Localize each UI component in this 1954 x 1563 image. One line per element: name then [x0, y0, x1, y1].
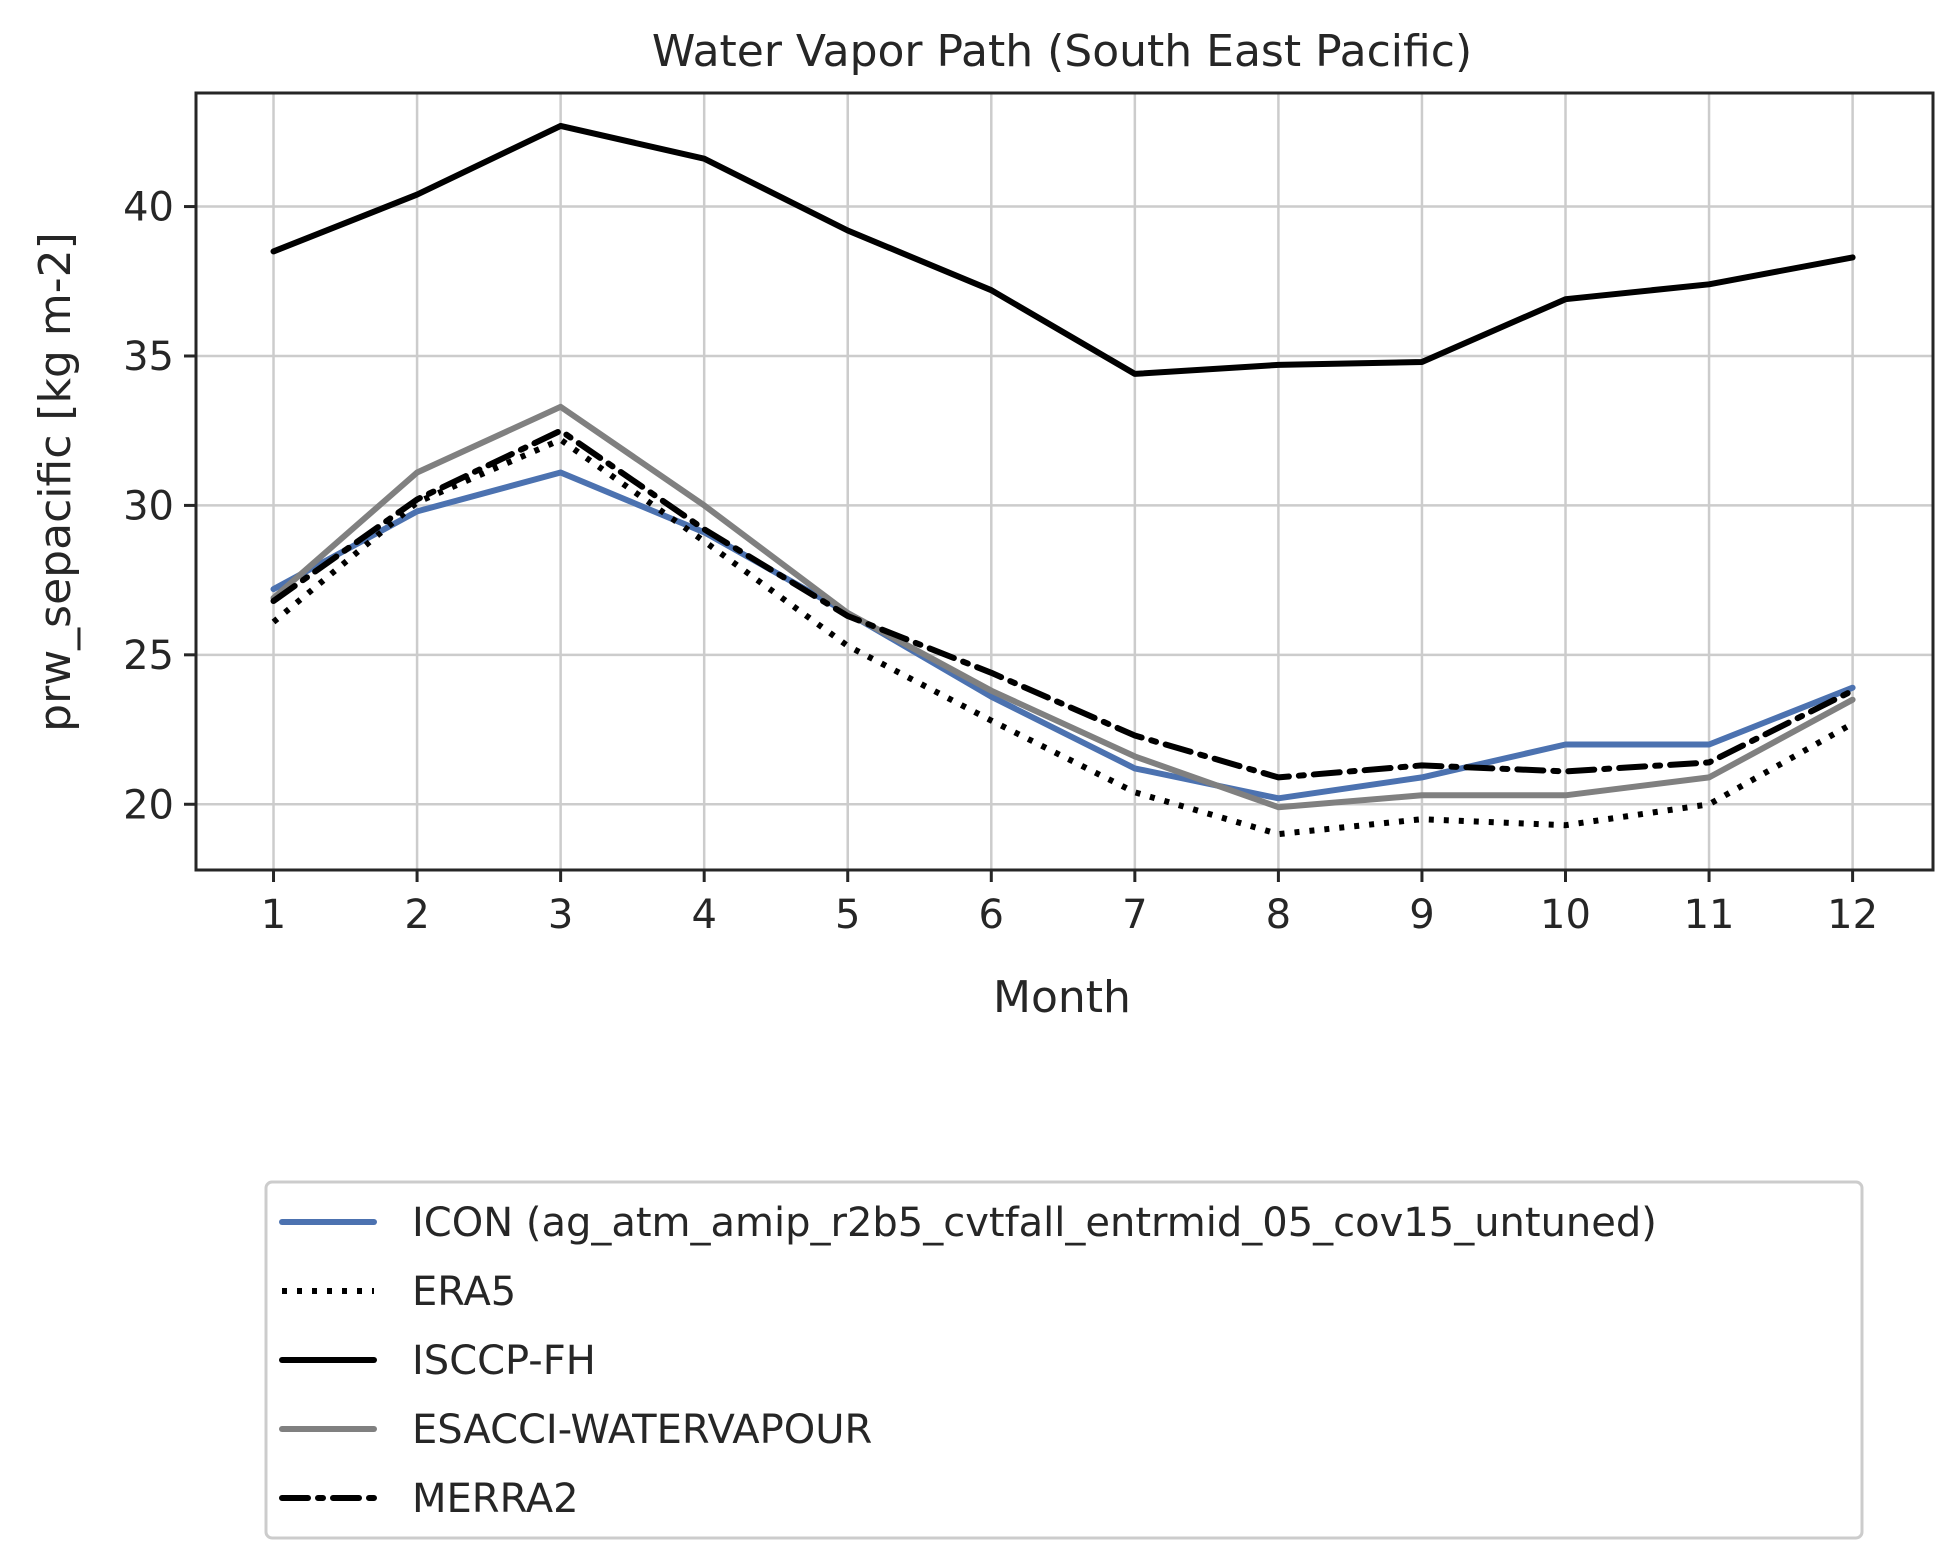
- x-tick-label: 9: [1409, 892, 1434, 938]
- legend-label: MERRA2: [412, 1476, 579, 1522]
- legend-label: ERA5: [412, 1269, 516, 1315]
- x-tick-label: 10: [1540, 892, 1591, 938]
- x-tick-label: 1: [261, 892, 286, 938]
- y-tick-label: 20: [123, 782, 174, 828]
- y-axis-label: prw_sepacific [kg m-2]: [30, 232, 81, 732]
- x-tick-label: 12: [1827, 892, 1878, 938]
- x-tick-label: 8: [1266, 892, 1291, 938]
- series-line-1: [270, 469, 1856, 802]
- legend-label: ESACCI-WATERVAPOUR: [412, 1407, 872, 1453]
- series-line-5: [270, 427, 1856, 781]
- x-tick-label: 3: [548, 892, 573, 938]
- x-tick-label: 2: [404, 892, 429, 938]
- x-axis-label: Month: [993, 972, 1131, 1023]
- series-line-2: [271, 436, 1855, 838]
- series-lines: [270, 122, 1856, 838]
- legend-entries: ICON (ag_atm_amip_r2b5_cvtfall_entrmid_0…: [279, 1200, 1657, 1522]
- x-tick-label: 4: [691, 892, 716, 938]
- plot-frame: [194, 91, 1935, 872]
- y-tick-label: 40: [123, 185, 174, 231]
- gridlines: [196, 93, 1933, 870]
- series-line-3: [270, 122, 1856, 377]
- x-tick-label: 5: [835, 892, 860, 938]
- series-line-4: [270, 403, 1856, 811]
- x-tick-label: 6: [979, 892, 1004, 938]
- x-tick-label: 7: [1122, 892, 1147, 938]
- y-tick-label: 35: [123, 334, 174, 380]
- chart-title: Water Vapor Path (South East Pacific): [652, 26, 1472, 77]
- legend-label: ICON (ag_atm_amip_r2b5_cvtfall_entrmid_0…: [412, 1200, 1657, 1246]
- legend-box: [264, 1180, 1864, 1540]
- legend-label: ISCCP-FH: [412, 1338, 596, 1384]
- y-tick-label: 30: [123, 483, 174, 529]
- x-tick-label: 11: [1684, 892, 1735, 938]
- y-tick-label: 25: [123, 633, 174, 679]
- legend: ICON (ag_atm_amip_r2b5_cvtfall_entrmid_0…: [264, 1180, 1864, 1540]
